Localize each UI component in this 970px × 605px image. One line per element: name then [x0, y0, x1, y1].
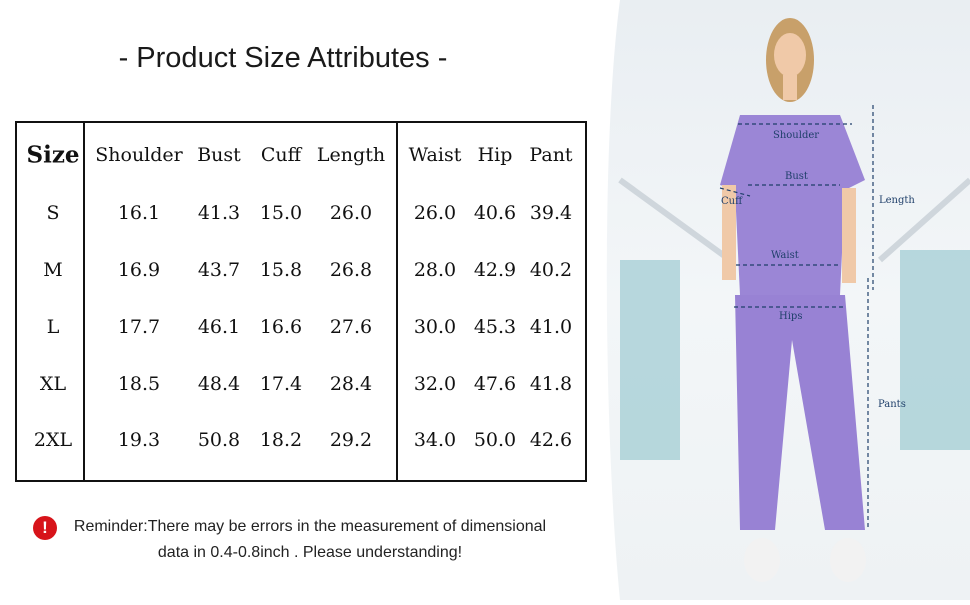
- cell-size: 2XL: [33, 429, 73, 451]
- cell-size: S: [46, 202, 60, 224]
- reminder-text-line1: Reminder:There may be errors in the meas…: [73, 518, 547, 535]
- cell-shoulder: 17.7: [117, 316, 161, 338]
- label-pants: Pants: [878, 399, 906, 410]
- header-hip: Hip: [477, 144, 513, 166]
- cell-waist: 32.0: [413, 373, 457, 395]
- label-cuff: Cuff: [721, 196, 743, 207]
- cell-length: 28.4: [329, 373, 373, 395]
- header-length: Length: [316, 144, 386, 166]
- header-bust: Bust: [197, 144, 241, 166]
- cell-cuff: 15.8: [259, 259, 303, 281]
- model-photo: Shoulder Bust Cuff Length Waist Hips Pan…: [600, 0, 970, 600]
- cell-size: XL: [39, 373, 67, 395]
- cell-bust: 50.8: [197, 429, 241, 451]
- header-waist: Waist: [408, 144, 462, 166]
- page-title: - Product Size Attributes -: [118, 42, 448, 74]
- header-pant: Pant: [529, 144, 573, 166]
- cell-shoulder: 19.3: [117, 429, 161, 451]
- cell-size: L: [46, 316, 60, 338]
- cell-bust: 46.1: [197, 316, 241, 338]
- cell-pant: 41.8: [529, 373, 573, 395]
- cell-cuff: 17.4: [259, 373, 303, 395]
- cell-cuff: 15.0: [259, 202, 303, 224]
- cell-shoulder: 16.9: [117, 259, 161, 281]
- table-divider: [83, 123, 85, 480]
- cell-waist: 26.0: [413, 202, 457, 224]
- cell-length: 26.0: [329, 202, 373, 224]
- cell-waist: 30.0: [413, 316, 457, 338]
- cell-pant: 42.6: [529, 429, 573, 451]
- cell-shoulder: 16.1: [117, 202, 161, 224]
- cell-cuff: 18.2: [259, 429, 303, 451]
- cell-bust: 43.7: [197, 259, 241, 281]
- cell-cuff: 16.6: [259, 316, 303, 338]
- size-table: Size Shoulder Bust Cuff Length Waist Hip Pant S 1…: [15, 121, 587, 482]
- header-shoulder: Shoulder: [95, 144, 183, 166]
- cell-hip: 50.0: [473, 429, 517, 451]
- cell-hip: 40.6: [473, 202, 517, 224]
- cell-bust: 48.4: [197, 373, 241, 395]
- cell-size: M: [43, 259, 63, 281]
- table-divider: [396, 123, 398, 480]
- label-bust: Bust: [785, 171, 808, 182]
- cell-hip: 47.6: [473, 373, 517, 395]
- label-length: Length: [879, 195, 915, 206]
- cell-hip: 45.3: [473, 316, 517, 338]
- cell-shoulder: 18.5: [117, 373, 161, 395]
- cell-pant: 41.0: [529, 316, 573, 338]
- cell-hip: 42.9: [473, 259, 517, 281]
- exclamation-icon: !: [33, 516, 57, 540]
- cell-bust: 41.3: [197, 202, 241, 224]
- cell-pant: 39.4: [529, 202, 573, 224]
- cell-pant: 40.2: [529, 259, 573, 281]
- cell-length: 27.6: [329, 316, 373, 338]
- label-shoulder: Shoulder: [773, 130, 820, 141]
- cell-length: 26.8: [329, 259, 373, 281]
- header-cuff: Cuff: [260, 144, 302, 166]
- cell-waist: 28.0: [413, 259, 457, 281]
- header-size: Size: [26, 141, 80, 169]
- cell-waist: 34.0: [413, 429, 457, 451]
- label-waist: Waist: [771, 250, 799, 261]
- reminder-text-line2: data in 0.4-0.8inch . Please understandi…: [157, 544, 463, 561]
- label-hips: Hips: [779, 311, 803, 322]
- cell-length: 29.2: [329, 429, 373, 451]
